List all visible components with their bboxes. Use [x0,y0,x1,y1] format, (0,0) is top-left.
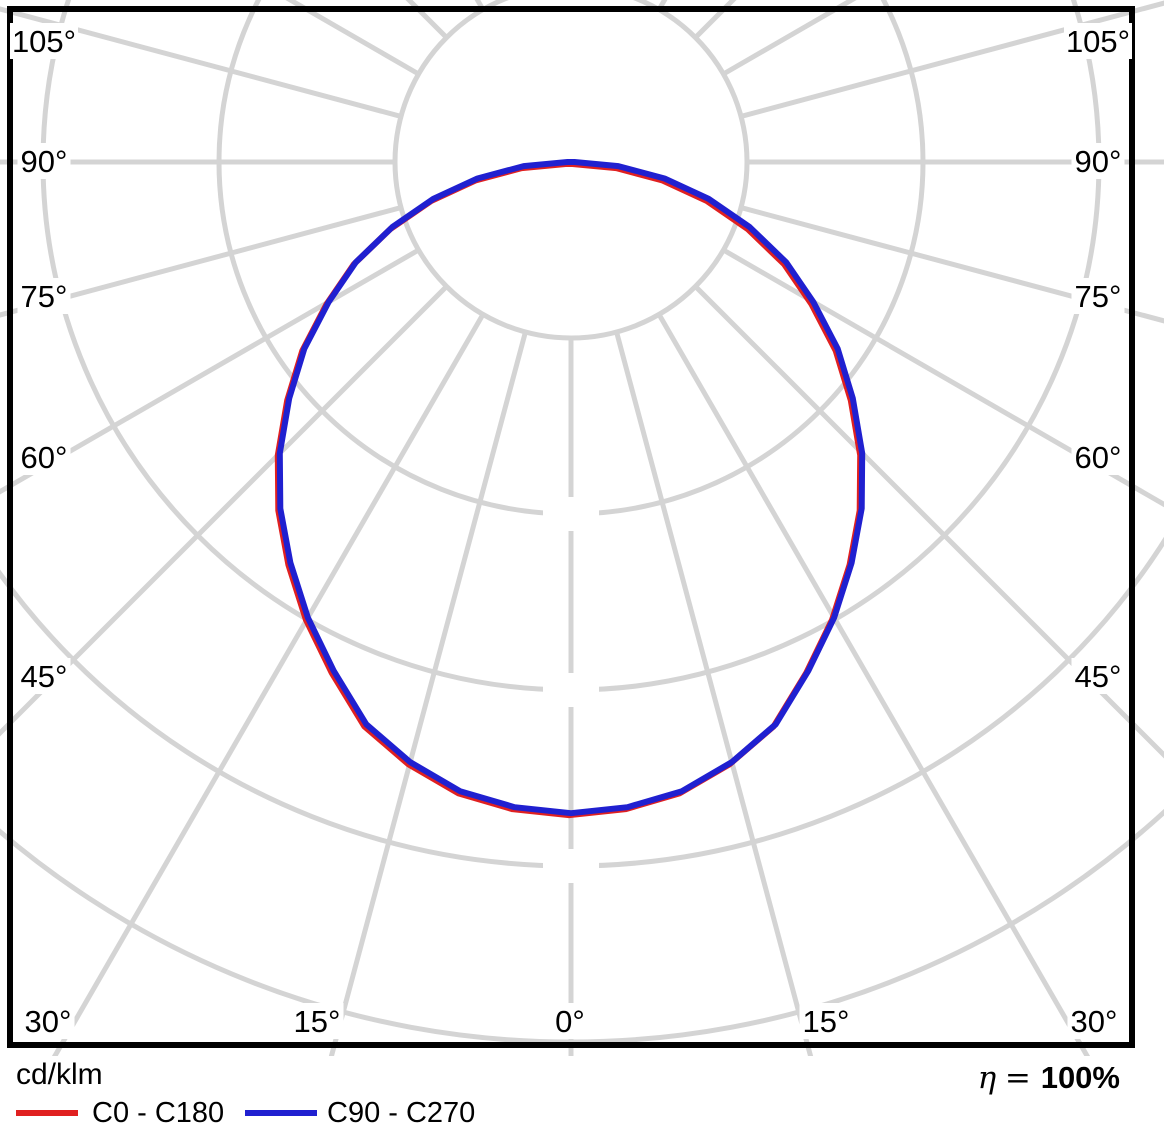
axis-value-knockout [543,849,599,883]
grid-ray [740,205,1164,324]
grid-ray [0,6,402,119]
angle-label-bg [1067,1003,1121,1039]
legend-swatch-c0-c180 [16,1110,78,1116]
angle-label-bg [1071,439,1125,475]
axis-value-knockout [543,673,599,707]
grid-ring [0,536,1164,869]
grid-ray [51,313,486,1056]
angle-label: 75° [21,279,68,314]
angle-label-bg [551,1003,589,1039]
angle-label-bg [1071,278,1125,314]
grid-ray [722,247,1164,508]
grid-ring [392,0,750,341]
angle-label: 0° [555,1004,585,1039]
grid-ray [740,0,1164,119]
angle-label-bg [1064,23,1132,59]
angle-label-bg [17,278,71,314]
angle-label-bg [1071,658,1125,694]
angle-label: 30° [1071,1004,1118,1039]
angle-label-bg [1071,143,1125,179]
eta-value: 100% [1040,1060,1120,1095]
radial-unit-label: cd/klm [16,1058,103,1091]
angle-label: 90° [1075,144,1122,179]
angle-label: 45° [1075,659,1122,694]
angle-label: 105° [1066,24,1130,59]
grid-ray [328,331,528,1056]
angle-label-bg [290,1003,344,1039]
legend-swatch-c90-c270 [245,1110,317,1116]
angle-label: 30° [25,1004,72,1039]
eta-symbol: η [977,1060,997,1096]
angle-label: 45° [21,659,68,694]
chart-border [7,6,1135,1048]
grid-ray [0,247,420,495]
grid-ray [656,313,1091,1056]
grid-ray [0,284,449,737]
angle-label: 15° [803,1004,850,1039]
eta-equals: = [1004,1060,1041,1096]
angle-label-bg [21,1003,75,1039]
legend-label-c0-c180: C0 - C180 [92,1097,225,1129]
angle-label-bg [799,1003,853,1039]
axis-value-knockout [543,497,599,531]
curve-c90-c270 [276,159,866,817]
angle-label: 75° [1075,279,1122,314]
angle-label: 15° [294,1004,341,1039]
grid-ray [0,205,402,318]
efficiency-label: η = 100% [978,1060,1120,1096]
angle-label-bg [10,23,78,59]
angle-label-bg [17,439,71,475]
grid-ray [614,331,814,1056]
angle-label: 60° [1075,440,1122,475]
angle-label: 90° [21,144,68,179]
angle-label: 60° [21,440,68,475]
angle-label-bg [17,143,71,179]
grid-ray [693,284,1164,759]
angle-label: 105° [12,24,76,59]
angle-label-bg [17,658,71,694]
legend-label-c90-c270: C90 - C270 [327,1097,476,1129]
